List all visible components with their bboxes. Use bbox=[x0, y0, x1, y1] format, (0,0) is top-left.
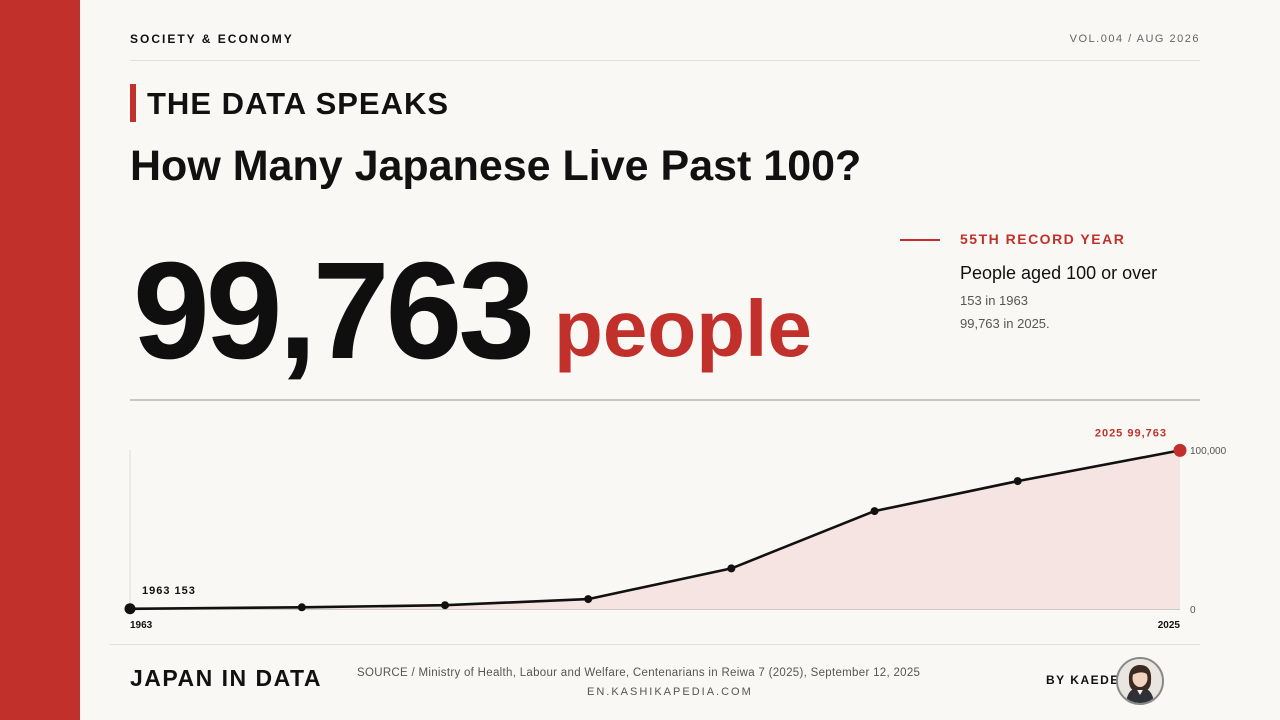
page-title: How Many Japanese Live Past 100? bbox=[130, 142, 862, 190]
side-note-rule bbox=[900, 239, 940, 241]
annotation-last-point: 2025 99,763 bbox=[1095, 427, 1167, 439]
x-tick-label-last: 2025 bbox=[1158, 620, 1181, 631]
data-point-2073 bbox=[1173, 443, 1187, 457]
data-point-1981 bbox=[297, 603, 306, 612]
kicker: THE DATA SPEAKS bbox=[147, 86, 450, 121]
data-point-2041 bbox=[870, 507, 879, 516]
data-point-2011 bbox=[584, 595, 593, 604]
annotation-first-point: 1963 153 bbox=[142, 585, 196, 597]
issue-label: VOL.004 / AUG 2026 bbox=[1069, 33, 1200, 45]
brand-logo: JAPAN IN DATA bbox=[130, 665, 322, 691]
top-header: SOCIETY & ECONOMY VOL.004 / AUG 2026 bbox=[130, 0, 1200, 61]
side-note-line-1963: 153 in 1963 bbox=[960, 293, 1028, 308]
data-point-1963 bbox=[124, 603, 136, 615]
side-note-line-2025: 99,763 in 2025. bbox=[960, 316, 1050, 331]
left-accent-bar bbox=[0, 0, 80, 720]
source-note: SOURCE / Ministry of Health, Labour and … bbox=[357, 667, 921, 679]
site-url: EN.KASHIKAPEDIA.COM bbox=[587, 686, 753, 698]
headline-number: 99,763 bbox=[133, 234, 535, 388]
author-avatar bbox=[1116, 657, 1164, 705]
side-note-tag: 55TH RECORD YEAR bbox=[960, 231, 1126, 247]
series-line bbox=[129, 449, 1181, 611]
series-area-fill bbox=[130, 450, 1180, 609]
data-point-1996 bbox=[441, 601, 449, 610]
data-point-2056 bbox=[1013, 477, 1022, 486]
section-divider bbox=[130, 399, 1200, 401]
kicker-accent-bar bbox=[130, 84, 136, 122]
section-label: SOCIETY & ECONOMY bbox=[130, 32, 294, 46]
headline-unit: people bbox=[554, 284, 812, 373]
side-note-title: People aged 100 or over bbox=[960, 263, 1158, 283]
avatar-portrait-icon bbox=[1118, 659, 1162, 703]
data-point-2026 bbox=[727, 564, 736, 573]
x-tick-label-first: 1963 bbox=[130, 620, 153, 631]
byline: BY KAEDE bbox=[1046, 673, 1120, 687]
footer-rule bbox=[110, 644, 1200, 645]
y-tick-label-0: 0 bbox=[1190, 605, 1196, 616]
y-tick-label-100000: 100,000 bbox=[1190, 446, 1227, 457]
